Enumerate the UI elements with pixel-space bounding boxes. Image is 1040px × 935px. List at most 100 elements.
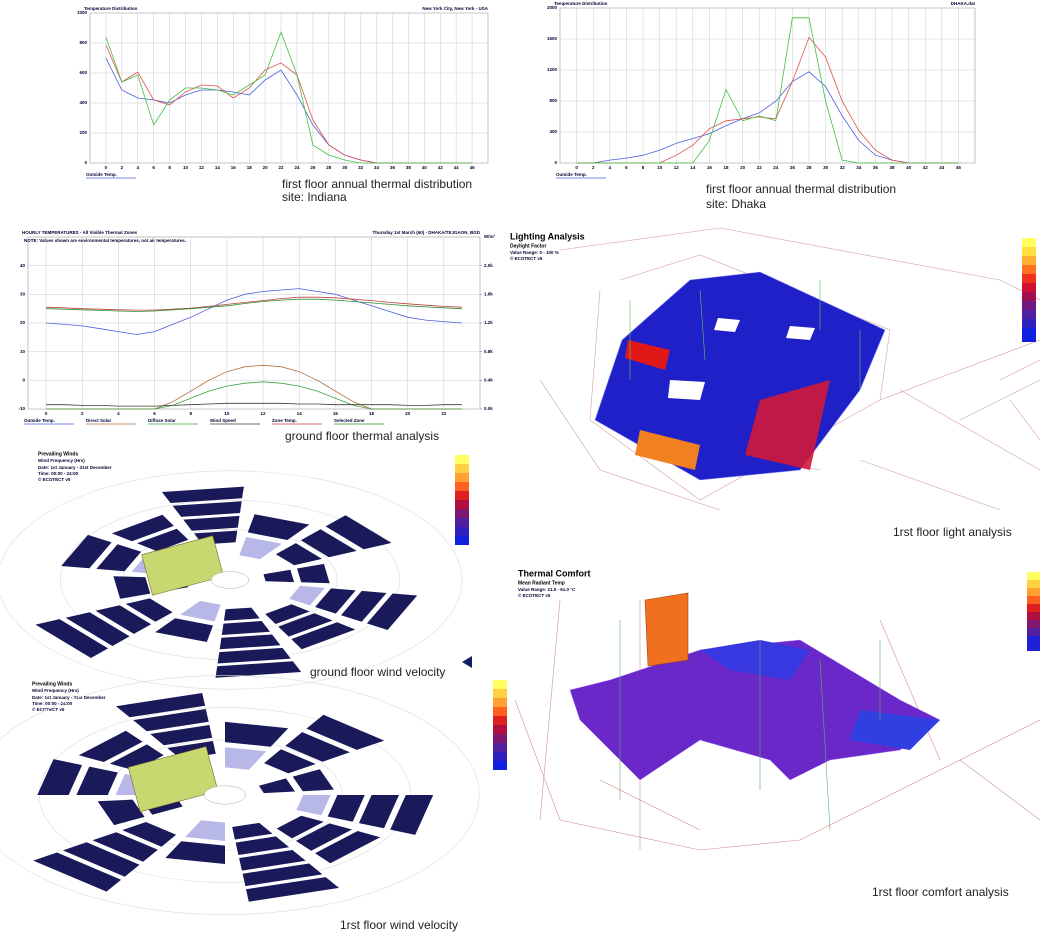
y-tick-label: 600 (79, 70, 87, 75)
wind-rose (0, 470, 463, 690)
rose-wedge (65, 612, 130, 646)
caption: first floor annual thermal distribution (282, 177, 472, 191)
rose-wedge (122, 822, 177, 847)
rose-wedge (92, 832, 158, 862)
wind-subtitle: Wind Frequency (Hrs) (32, 688, 79, 693)
x-tick-label: 28 (806, 165, 812, 170)
wind-title: Prevailing Winds (38, 451, 78, 457)
y-tick-label: 1200 (547, 67, 558, 72)
rose-wedge (235, 836, 290, 855)
x-tick-label: 16 (333, 411, 339, 416)
wind-rose (0, 675, 480, 915)
rose-center (204, 785, 246, 805)
comfort-credit: © ECOTECT v5 (518, 592, 551, 598)
rose-wedge (258, 778, 295, 794)
wind-scale (493, 698, 507, 707)
rose-wedge (295, 823, 352, 851)
x-tick-label: 46 (956, 165, 962, 170)
wind-scale (493, 707, 507, 716)
x-tick-label: 8 (642, 165, 645, 170)
rose-wedge (263, 569, 295, 583)
x-tick-label: 44 (454, 165, 460, 170)
x-tick-label: 10 (657, 165, 663, 170)
wind-scale (493, 761, 507, 770)
rose-wedge (300, 529, 357, 558)
x-tick-label: 10 (183, 165, 189, 170)
y-tick-label: 1600 (547, 36, 558, 41)
series-line (46, 296, 462, 311)
x-tick-label: 18 (247, 165, 253, 170)
rose-wedge (285, 732, 350, 762)
x-tick-label: 8 (189, 411, 192, 416)
rose-ring (0, 470, 463, 690)
legend-label: Direct Solar (86, 418, 112, 423)
rose-wedge (97, 799, 145, 826)
rose-wedge (315, 588, 356, 614)
legend-label: Outside Temp. (24, 418, 55, 423)
x-tick-label: 40 (422, 165, 428, 170)
rose-wedge (306, 714, 385, 750)
x-tick-label: 2 (121, 165, 124, 170)
wind-scale (493, 743, 507, 752)
rose-wedge (265, 604, 310, 624)
x-tick-label: 28 (326, 165, 332, 170)
x-tick-label: 30 (342, 165, 348, 170)
x-tick-label: 16 (231, 165, 237, 170)
wind-scale (455, 500, 469, 509)
y-tick-label: 0 (554, 160, 557, 165)
rose-wedge (366, 593, 418, 630)
line-chart: HOURLY TEMPERATURES - All Visible Therma… (18, 230, 495, 425)
x-tick-label: 4 (137, 165, 140, 170)
rose-wedge (33, 852, 122, 892)
rose-wedge (223, 607, 260, 621)
x-tick-label: 4 (117, 411, 120, 416)
y-tick-label: 40 (20, 263, 26, 268)
caption: first floor annual thermal distribution (706, 182, 896, 196)
x-tick-label: 22 (441, 411, 447, 416)
legend-label: Diffuse Solar (148, 418, 176, 423)
rose-wedge (275, 543, 322, 566)
rose-wedge (242, 863, 323, 887)
chart-note: NOTE: Values shown are environmental tem… (24, 238, 186, 243)
x-tick-label: 32 (358, 165, 364, 170)
lighting-render: Lighting Analysis Daylight Factor Value … (510, 227, 1040, 511)
rose-wedge (150, 725, 213, 746)
x-tick-label: 12 (261, 411, 267, 416)
x-tick-label: 24 (294, 165, 300, 170)
x-tick-label: 12 (199, 165, 205, 170)
chart-subtitle: DHAKA.dat (951, 1, 976, 6)
chart-subtitle: Thursday 1st March (60) - DHAKA/TEJGAON_… (372, 230, 480, 235)
building (127, 746, 219, 813)
wind-scale (493, 689, 507, 698)
rose-wedge (264, 749, 316, 774)
rose-wedge (35, 619, 109, 658)
rose-wedge (292, 769, 334, 792)
rose-wedge (247, 514, 310, 540)
x-tick-label: 0 (575, 165, 578, 170)
series-line (46, 298, 462, 312)
rose-wedge (165, 841, 225, 864)
wind-period: Date: 1st January - 31st December (32, 695, 106, 700)
x-tick-label: 36 (873, 165, 879, 170)
rose-wedge (221, 621, 270, 635)
x-tick-label: 6 (152, 165, 155, 170)
rose-wedge (358, 795, 399, 829)
series-line (105, 30, 473, 164)
y-tick-label: 30 (20, 292, 26, 297)
rose-center (210, 571, 250, 589)
rose-wedge (76, 766, 118, 795)
x-tick-label: 36 (390, 165, 396, 170)
wind-scale (493, 680, 507, 689)
rose-wedge (217, 647, 291, 664)
y2-tick-label: 0.0k (484, 406, 493, 411)
x-tick-label: 20 (740, 165, 746, 170)
wind-time: Time: 00:00 - 24:00 (38, 471, 79, 476)
rose-wedge (125, 598, 173, 622)
chart-subtitle: New York City, New York - USA (422, 6, 488, 11)
x-tick-label: 46 (470, 165, 476, 170)
series-line (46, 381, 462, 410)
y-tick-label: 800 (549, 98, 557, 103)
y-tick-label: 400 (79, 100, 87, 105)
